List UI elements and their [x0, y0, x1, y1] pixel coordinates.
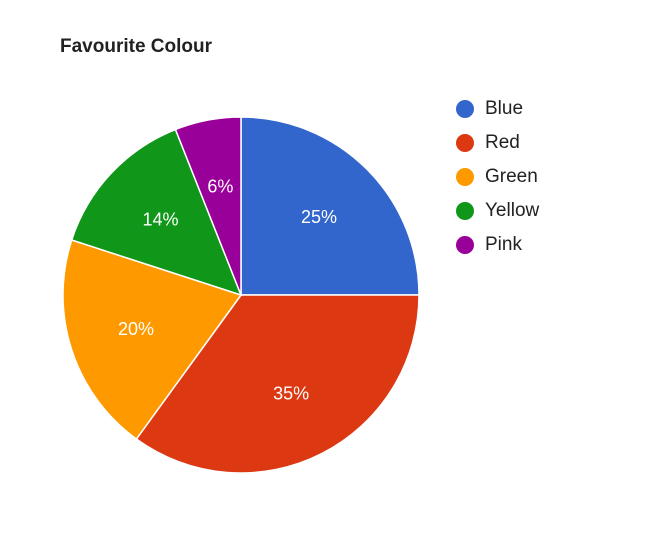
legend-label-red: Red — [485, 132, 520, 153]
legend-item-blue[interactable]: Blue — [456, 92, 539, 126]
legend-swatch-red — [456, 134, 474, 152]
slice-label-yellow: 14% — [143, 209, 179, 229]
legend-label-green: Green — [485, 166, 538, 187]
legend-item-green[interactable]: Green — [456, 160, 539, 194]
slice-label-red: 35% — [273, 383, 309, 403]
slice-label-pink: 6% — [207, 177, 233, 197]
legend-item-red[interactable]: Red — [456, 126, 539, 160]
legend-label-yellow: Yellow — [485, 200, 540, 221]
legend-swatch-blue — [456, 100, 474, 118]
pie-slice-green[interactable] — [62, 239, 243, 441]
pie-slice-yellow[interactable] — [70, 128, 243, 297]
legend-swatch-yellow — [456, 202, 474, 220]
legend-label-pink: Pink — [485, 234, 522, 255]
legend-swatch-pink — [456, 236, 474, 254]
pie-slice-pink[interactable] — [174, 116, 242, 296]
legend-item-yellow[interactable]: Yellow — [456, 194, 539, 228]
pie-slice-red[interactable] — [135, 294, 420, 474]
chart-title: Favourite Colour — [60, 36, 213, 57]
legend-swatch-green — [456, 168, 474, 186]
legend: Blue Red Green Yellow Pink — [456, 92, 539, 262]
slice-label-blue: 25% — [301, 207, 337, 227]
legend-item-pink[interactable]: Pink — [456, 228, 539, 262]
pie-slice-blue[interactable] — [240, 116, 420, 296]
slice-label-green: 20% — [118, 319, 154, 339]
legend-label-blue: Blue — [485, 98, 524, 119]
